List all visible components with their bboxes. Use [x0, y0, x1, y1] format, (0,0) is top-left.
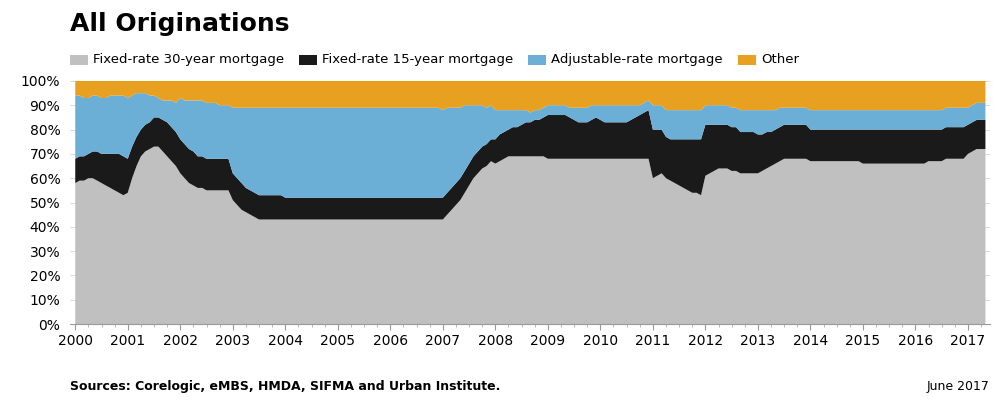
Text: Fixed-rate 30-year mortgage: Fixed-rate 30-year mortgage [93, 53, 284, 66]
Text: Sources: Corelogic, eMBS, HMDA, SIFMA and Urban Institute.: Sources: Corelogic, eMBS, HMDA, SIFMA an… [70, 380, 500, 393]
Text: June 2017: June 2017 [927, 380, 990, 393]
Text: Adjustable-rate mortgage: Adjustable-rate mortgage [551, 53, 723, 66]
Text: All Originations: All Originations [70, 12, 290, 36]
Text: Other: Other [761, 53, 799, 66]
Text: Fixed-rate 15-year mortgage: Fixed-rate 15-year mortgage [322, 53, 513, 66]
